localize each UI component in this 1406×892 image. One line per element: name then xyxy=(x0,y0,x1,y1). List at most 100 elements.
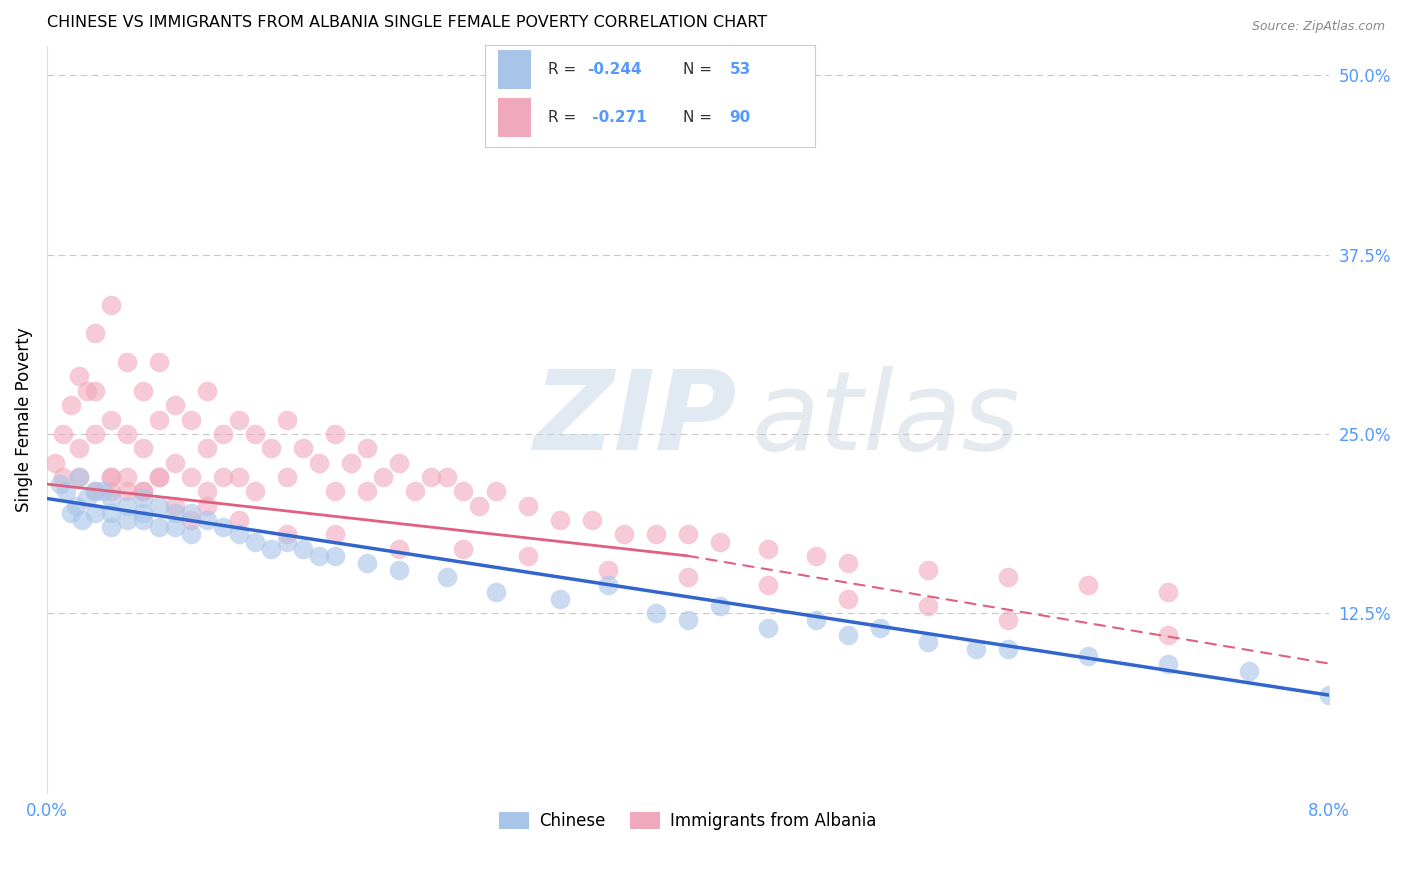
Point xyxy=(115,484,138,499)
Text: -0.244: -0.244 xyxy=(588,62,643,77)
Point xyxy=(243,426,266,441)
Point xyxy=(388,456,411,470)
Point xyxy=(180,506,202,520)
Point xyxy=(837,591,859,606)
Point xyxy=(388,541,411,556)
Point xyxy=(1157,628,1180,642)
Point xyxy=(356,556,378,570)
Point xyxy=(165,520,187,534)
Point xyxy=(100,484,122,499)
Point xyxy=(356,442,378,456)
Point xyxy=(323,527,346,541)
Point xyxy=(516,499,538,513)
Point xyxy=(468,499,491,513)
Point xyxy=(453,484,475,499)
Point xyxy=(756,541,779,556)
Point xyxy=(100,470,122,484)
Point xyxy=(276,470,298,484)
Text: ZIP: ZIP xyxy=(534,366,738,473)
Point xyxy=(67,470,90,484)
Point xyxy=(308,456,330,470)
Point xyxy=(84,384,107,398)
Text: N =: N = xyxy=(683,62,717,77)
Point xyxy=(70,513,93,527)
Point xyxy=(195,442,218,456)
Point xyxy=(373,470,395,484)
Point xyxy=(76,491,98,506)
Point xyxy=(148,520,170,534)
Point xyxy=(756,621,779,635)
Point xyxy=(84,326,107,341)
Point xyxy=(436,470,458,484)
Point xyxy=(165,456,187,470)
Point xyxy=(180,470,202,484)
Text: CHINESE VS IMMIGRANTS FROM ALBANIA SINGLE FEMALE POVERTY CORRELATION CHART: CHINESE VS IMMIGRANTS FROM ALBANIA SINGL… xyxy=(46,15,768,30)
Point xyxy=(180,513,202,527)
Text: Source: ZipAtlas.com: Source: ZipAtlas.com xyxy=(1251,20,1385,33)
Text: atlas: atlas xyxy=(752,366,1021,473)
Point xyxy=(100,506,122,520)
Point xyxy=(180,527,202,541)
Point xyxy=(91,484,114,499)
Legend: Chinese, Immigrants from Albania: Chinese, Immigrants from Albania xyxy=(492,805,883,837)
Point xyxy=(148,355,170,369)
Point xyxy=(100,470,122,484)
Point xyxy=(212,520,235,534)
Point xyxy=(709,534,731,549)
Point xyxy=(115,499,138,513)
Point xyxy=(76,384,98,398)
Point xyxy=(115,513,138,527)
Point xyxy=(148,470,170,484)
Point xyxy=(260,541,283,556)
Point xyxy=(644,527,666,541)
Point xyxy=(165,398,187,412)
Point xyxy=(67,442,90,456)
Point xyxy=(1077,577,1099,591)
Point xyxy=(1077,649,1099,664)
Point xyxy=(180,412,202,426)
Point xyxy=(388,563,411,577)
Point xyxy=(48,477,70,491)
Point xyxy=(132,384,155,398)
Point xyxy=(132,484,155,499)
Point xyxy=(228,527,250,541)
Point xyxy=(84,484,107,499)
Point xyxy=(59,398,82,412)
Point xyxy=(52,426,75,441)
Point xyxy=(228,513,250,527)
Point xyxy=(165,506,187,520)
Point xyxy=(917,599,939,613)
Point xyxy=(804,614,827,628)
Point xyxy=(100,491,122,506)
Point xyxy=(243,534,266,549)
Point xyxy=(148,412,170,426)
Point xyxy=(195,513,218,527)
Point xyxy=(228,470,250,484)
Point xyxy=(132,484,155,499)
Point xyxy=(67,369,90,384)
Point xyxy=(44,456,66,470)
Point xyxy=(276,534,298,549)
Point xyxy=(1237,664,1260,678)
Point xyxy=(756,577,779,591)
Point xyxy=(84,506,107,520)
Point xyxy=(548,591,571,606)
Point xyxy=(917,563,939,577)
Point xyxy=(340,456,363,470)
Point xyxy=(644,607,666,621)
Point xyxy=(436,570,458,584)
Point xyxy=(228,412,250,426)
Point xyxy=(997,614,1019,628)
Point xyxy=(709,599,731,613)
Point xyxy=(997,642,1019,657)
Point xyxy=(115,355,138,369)
Point xyxy=(1157,584,1180,599)
Point xyxy=(243,484,266,499)
Point xyxy=(420,470,443,484)
Point xyxy=(100,520,122,534)
Point xyxy=(55,484,77,499)
Point xyxy=(516,549,538,563)
Point xyxy=(165,499,187,513)
Point xyxy=(596,563,619,577)
Point xyxy=(323,549,346,563)
